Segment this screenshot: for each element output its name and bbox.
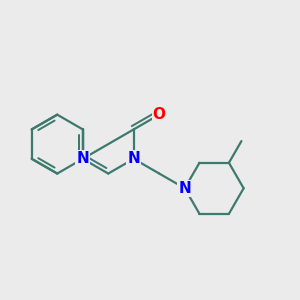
- Text: N: N: [178, 181, 191, 196]
- Text: O: O: [153, 107, 166, 122]
- Text: N: N: [76, 151, 89, 166]
- Text: N: N: [128, 151, 140, 166]
